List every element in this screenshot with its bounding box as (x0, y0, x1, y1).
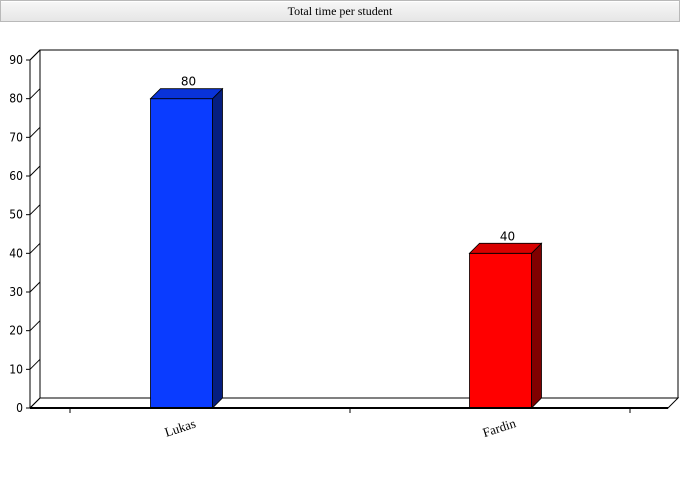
bar-front (469, 252, 532, 409)
y-tick-depth (29, 320, 41, 332)
y-tick-depth (29, 204, 41, 216)
bar-top (468, 242, 543, 254)
y-tick-label: 40 (9, 246, 23, 260)
chart-title: Total time per student (0, 0, 680, 22)
y-tick-label: 60 (9, 169, 23, 183)
y-tick-label: 50 (9, 208, 23, 222)
bar-value-label: 40 (500, 229, 515, 243)
y-tick-depth (29, 126, 41, 138)
y-tick-depth (29, 397, 41, 409)
bars: 80 40 (149, 75, 543, 409)
bar-value-label: 80 (181, 75, 196, 89)
y-tick-depth (29, 165, 41, 177)
x-category-label: Fardin (481, 415, 518, 440)
plot-frame (28, 49, 680, 409)
y-tick-depth (29, 242, 41, 254)
y-tick-depth (29, 358, 41, 370)
bar-top (149, 88, 224, 100)
x-category-label: Lukas (163, 416, 198, 440)
y-tick-depth (29, 281, 41, 293)
chart-floor (28, 397, 680, 409)
y-tick-depth (29, 88, 41, 100)
y-tick-depth (29, 49, 41, 61)
bar-front (150, 98, 213, 409)
x-axis: Lukas Fardin (30, 407, 668, 440)
bar-fardin: 40 (468, 229, 543, 409)
y-tick-label: 0 (16, 401, 23, 415)
bar-side (531, 242, 542, 409)
y-tick-label: 70 (9, 130, 23, 144)
y-axis: 0 10 20 30 40 50 60 70 80 90 (9, 49, 41, 415)
back-wall (39, 49, 679, 398)
bar-side (212, 87, 223, 409)
y-tick-label: 10 (9, 362, 23, 376)
y-tick-label: 90 (9, 53, 23, 67)
y-tick-label: 80 (9, 92, 23, 106)
y-tick-label: 30 (9, 285, 23, 299)
bar-lukas: 80 (149, 75, 224, 409)
y-tick-label: 20 (9, 324, 23, 338)
